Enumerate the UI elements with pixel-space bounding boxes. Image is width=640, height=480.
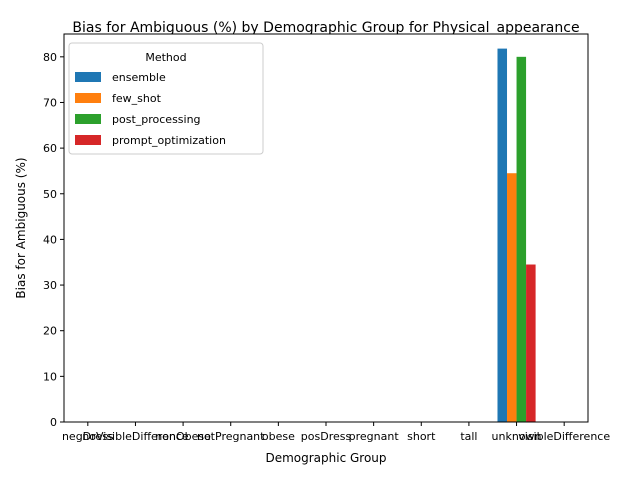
y-tick-label: 0 (50, 416, 57, 429)
x-tick-label: noVisibleDifference (82, 430, 189, 443)
y-tick-label: 70 (43, 96, 57, 109)
x-tick-label: visibleDifference (518, 430, 610, 443)
bar-ensemble-unknown (497, 48, 508, 423)
legend-frame (68, 42, 264, 155)
y-tick-label: 60 (43, 142, 57, 155)
x-axis-ticks: negDressnoVisibleDifferencenonObesenotPr… (62, 422, 610, 443)
plot-border (63, 33, 589, 423)
x-tick-label: pregnant (349, 430, 400, 443)
legend-swatch-post_processing (75, 114, 101, 124)
legend-items: ensemble few_shot post_processing prompt_op… (75, 71, 226, 147)
y-tick-label: 40 (43, 233, 57, 246)
bar-few_shot-unknown (507, 173, 517, 422)
y-tick-label: 20 (43, 325, 57, 338)
y-tick-label: 80 (43, 51, 57, 64)
x-tick-label: posDress (301, 430, 352, 443)
x-tick-label: negDress (62, 430, 114, 443)
legend-label-ensemble: ensemble (112, 71, 166, 84)
y-tick-label: 30 (43, 279, 57, 292)
x-tick-label: unknown (492, 430, 542, 443)
legend-swatch-few_shot (75, 93, 101, 103)
legend-label-few_shot: few_shot (112, 92, 162, 105)
bar-prompt_optimization-unknown (526, 264, 536, 422)
legend: Method ensemble few_shot post_processingpr… (68, 42, 264, 155)
y-tick-label: 10 (43, 370, 57, 383)
chart-title: Bias for Ambiguous (%) by Demographic Gr… (72, 20, 579, 36)
legend-label-post_processing: post_processing (112, 113, 201, 126)
x-axis-label: Demographic Group (265, 451, 386, 465)
x-tick-label: short (407, 430, 436, 443)
legend-swatch-ensemble (75, 72, 101, 82)
y-axis-ticks: 0 10 20 30 40 50 60 70 80 (43, 51, 64, 429)
x-tick-label: obese (262, 430, 295, 443)
legend-swatch-prompt_optimization (75, 135, 101, 145)
bar-post_processing-unknown (516, 56, 527, 423)
x-tick-label: tall (460, 430, 477, 443)
legend-title: Method (145, 51, 186, 64)
x-tick-label: notPregnant (197, 430, 265, 443)
legend-label-prompt_optimization: prompt_optimization (112, 134, 226, 147)
y-tick-label: 50 (43, 188, 57, 201)
x-tick-label: nonObese (155, 430, 211, 443)
y-axis-label: Bias for Ambiguous (%) (14, 157, 28, 298)
bars (497, 48, 536, 423)
